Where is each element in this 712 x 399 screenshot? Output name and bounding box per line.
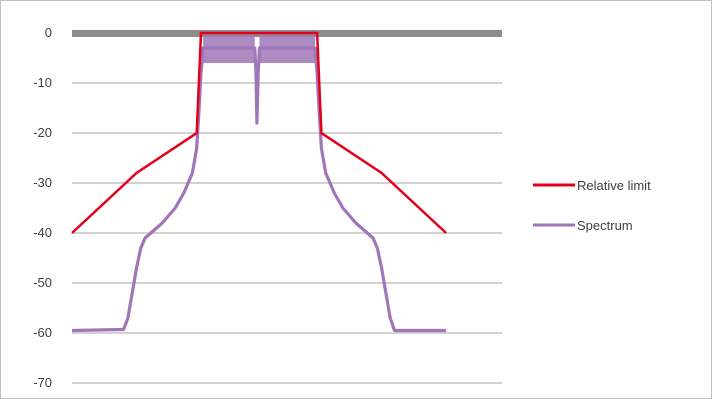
series-relative-limit-line [71,31,447,234]
y-tick-label: -50 [33,275,52,290]
legend-label-0: Relative limit [577,178,651,193]
series-spectrum-line [71,46,447,333]
y-tick-label: -10 [33,75,52,90]
y-axis-ticks: 0 -10 -20 -30 -40 -50 -60 -70 [33,25,52,390]
y-tick-label: -20 [33,125,52,140]
y-tick-label: -60 [33,325,52,340]
series-lines [71,31,447,333]
y-tick-label: -30 [33,175,52,190]
y-tick-label: -40 [33,225,52,240]
legend-label-1: Spectrum [577,218,633,233]
y-tick-label: -70 [33,375,52,390]
legend: Relative limit Spectrum [533,178,651,233]
y-tick-label: 0 [45,25,52,40]
